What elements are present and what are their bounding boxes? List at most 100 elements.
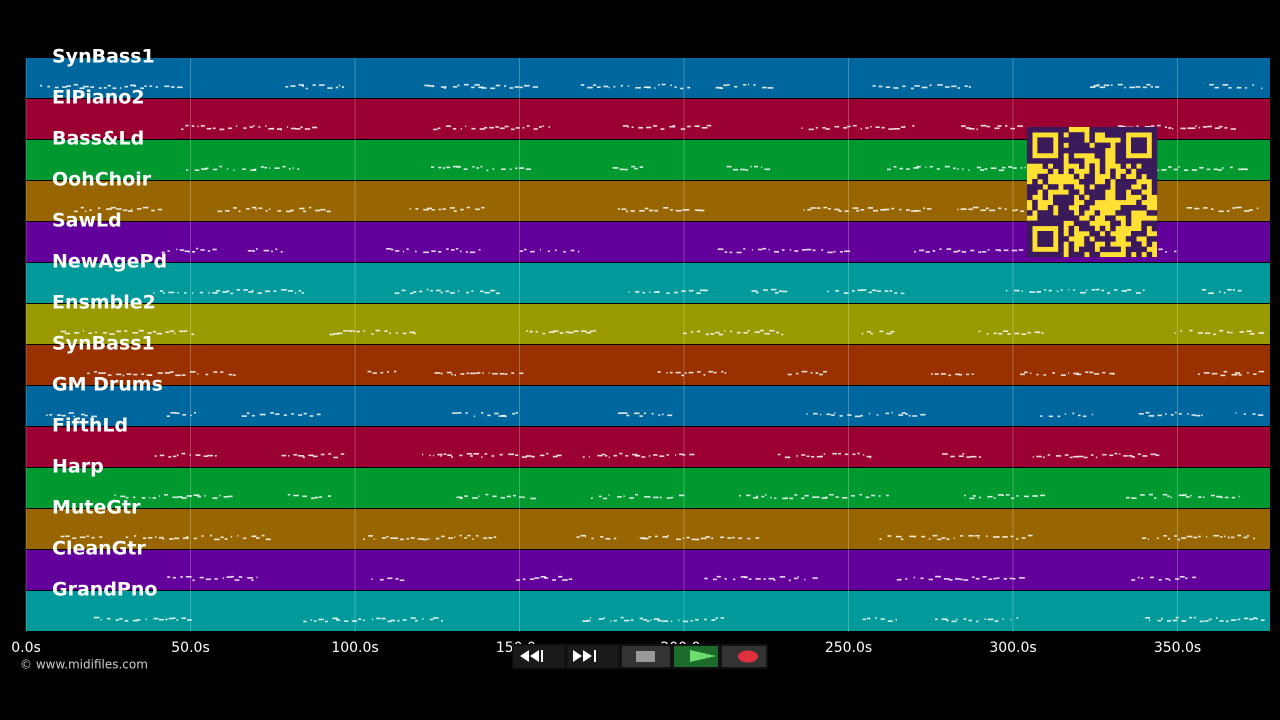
note [1015,209,1018,211]
notes [40,83,1265,623]
note [888,128,894,130]
note [558,575,563,578]
note [228,495,233,498]
note [994,127,1000,130]
qr-cell [1027,184,1033,190]
note [445,290,450,293]
stop-button[interactable] [622,646,670,667]
note [265,125,267,127]
qr-cell [1073,173,1080,180]
note [1142,537,1147,539]
note [146,374,153,376]
note [695,209,701,211]
note [806,455,810,458]
note [181,617,186,619]
note [1040,415,1043,417]
note [1249,618,1254,621]
note [1231,496,1236,499]
note [1040,494,1046,497]
qr-cell [1037,215,1043,221]
note [220,536,224,539]
note [526,330,528,332]
note [1243,413,1246,415]
note [376,617,381,620]
qr-cell [1131,205,1137,211]
note [260,166,264,168]
note [1010,618,1012,621]
note [482,372,484,374]
note [327,495,332,497]
note [302,495,307,498]
note [639,537,646,539]
track-name: FifthLd [52,415,128,437]
qr-cell [1131,147,1137,154]
note [997,536,1000,538]
note [987,618,994,621]
note [98,207,101,209]
note [159,495,161,497]
note [390,248,394,251]
note [281,289,287,291]
note [309,206,312,209]
note [1206,535,1208,538]
note [978,251,982,253]
note [194,169,200,171]
note [1069,456,1073,459]
note [243,537,247,540]
qr-cell [1136,241,1142,247]
note [206,127,212,130]
note [1117,83,1123,86]
note [164,494,168,496]
note [582,456,585,458]
note [740,576,747,578]
note [290,209,294,212]
qr-cell [1053,127,1059,133]
note [426,288,429,291]
note [619,168,625,171]
note [243,127,247,129]
note [1142,455,1148,457]
note [1165,578,1169,580]
note [803,209,805,211]
note [399,538,404,541]
note [167,576,171,578]
qr-cell [1141,246,1147,253]
qr-cell [1131,246,1137,253]
record-button[interactable] [722,646,766,667]
qr-cell [1068,184,1075,190]
note [588,455,590,458]
qr-cell [1136,137,1142,143]
note [228,127,233,130]
note [1216,495,1221,498]
note [1148,415,1155,417]
note [1180,330,1183,332]
note [613,454,617,457]
note [451,456,453,458]
note [47,85,50,88]
note [681,374,685,377]
note [402,619,407,621]
forward-button[interactable] [568,646,618,667]
note [1199,620,1204,623]
note [119,87,122,89]
qr-cell [1110,132,1116,138]
note [942,453,948,455]
note [531,455,535,458]
note [962,168,964,170]
note [886,332,892,335]
note [333,333,340,335]
note [275,413,280,415]
note [661,83,666,86]
play-button[interactable] [674,646,718,667]
note [1189,329,1193,332]
qr-cell [1089,127,1095,133]
note [682,537,684,539]
rewind-button[interactable] [514,646,564,667]
note [998,332,1003,335]
note [1231,373,1238,376]
note [639,415,643,417]
note [876,290,881,292]
note [443,453,447,455]
qr-cell [1089,225,1095,232]
note [526,125,530,127]
